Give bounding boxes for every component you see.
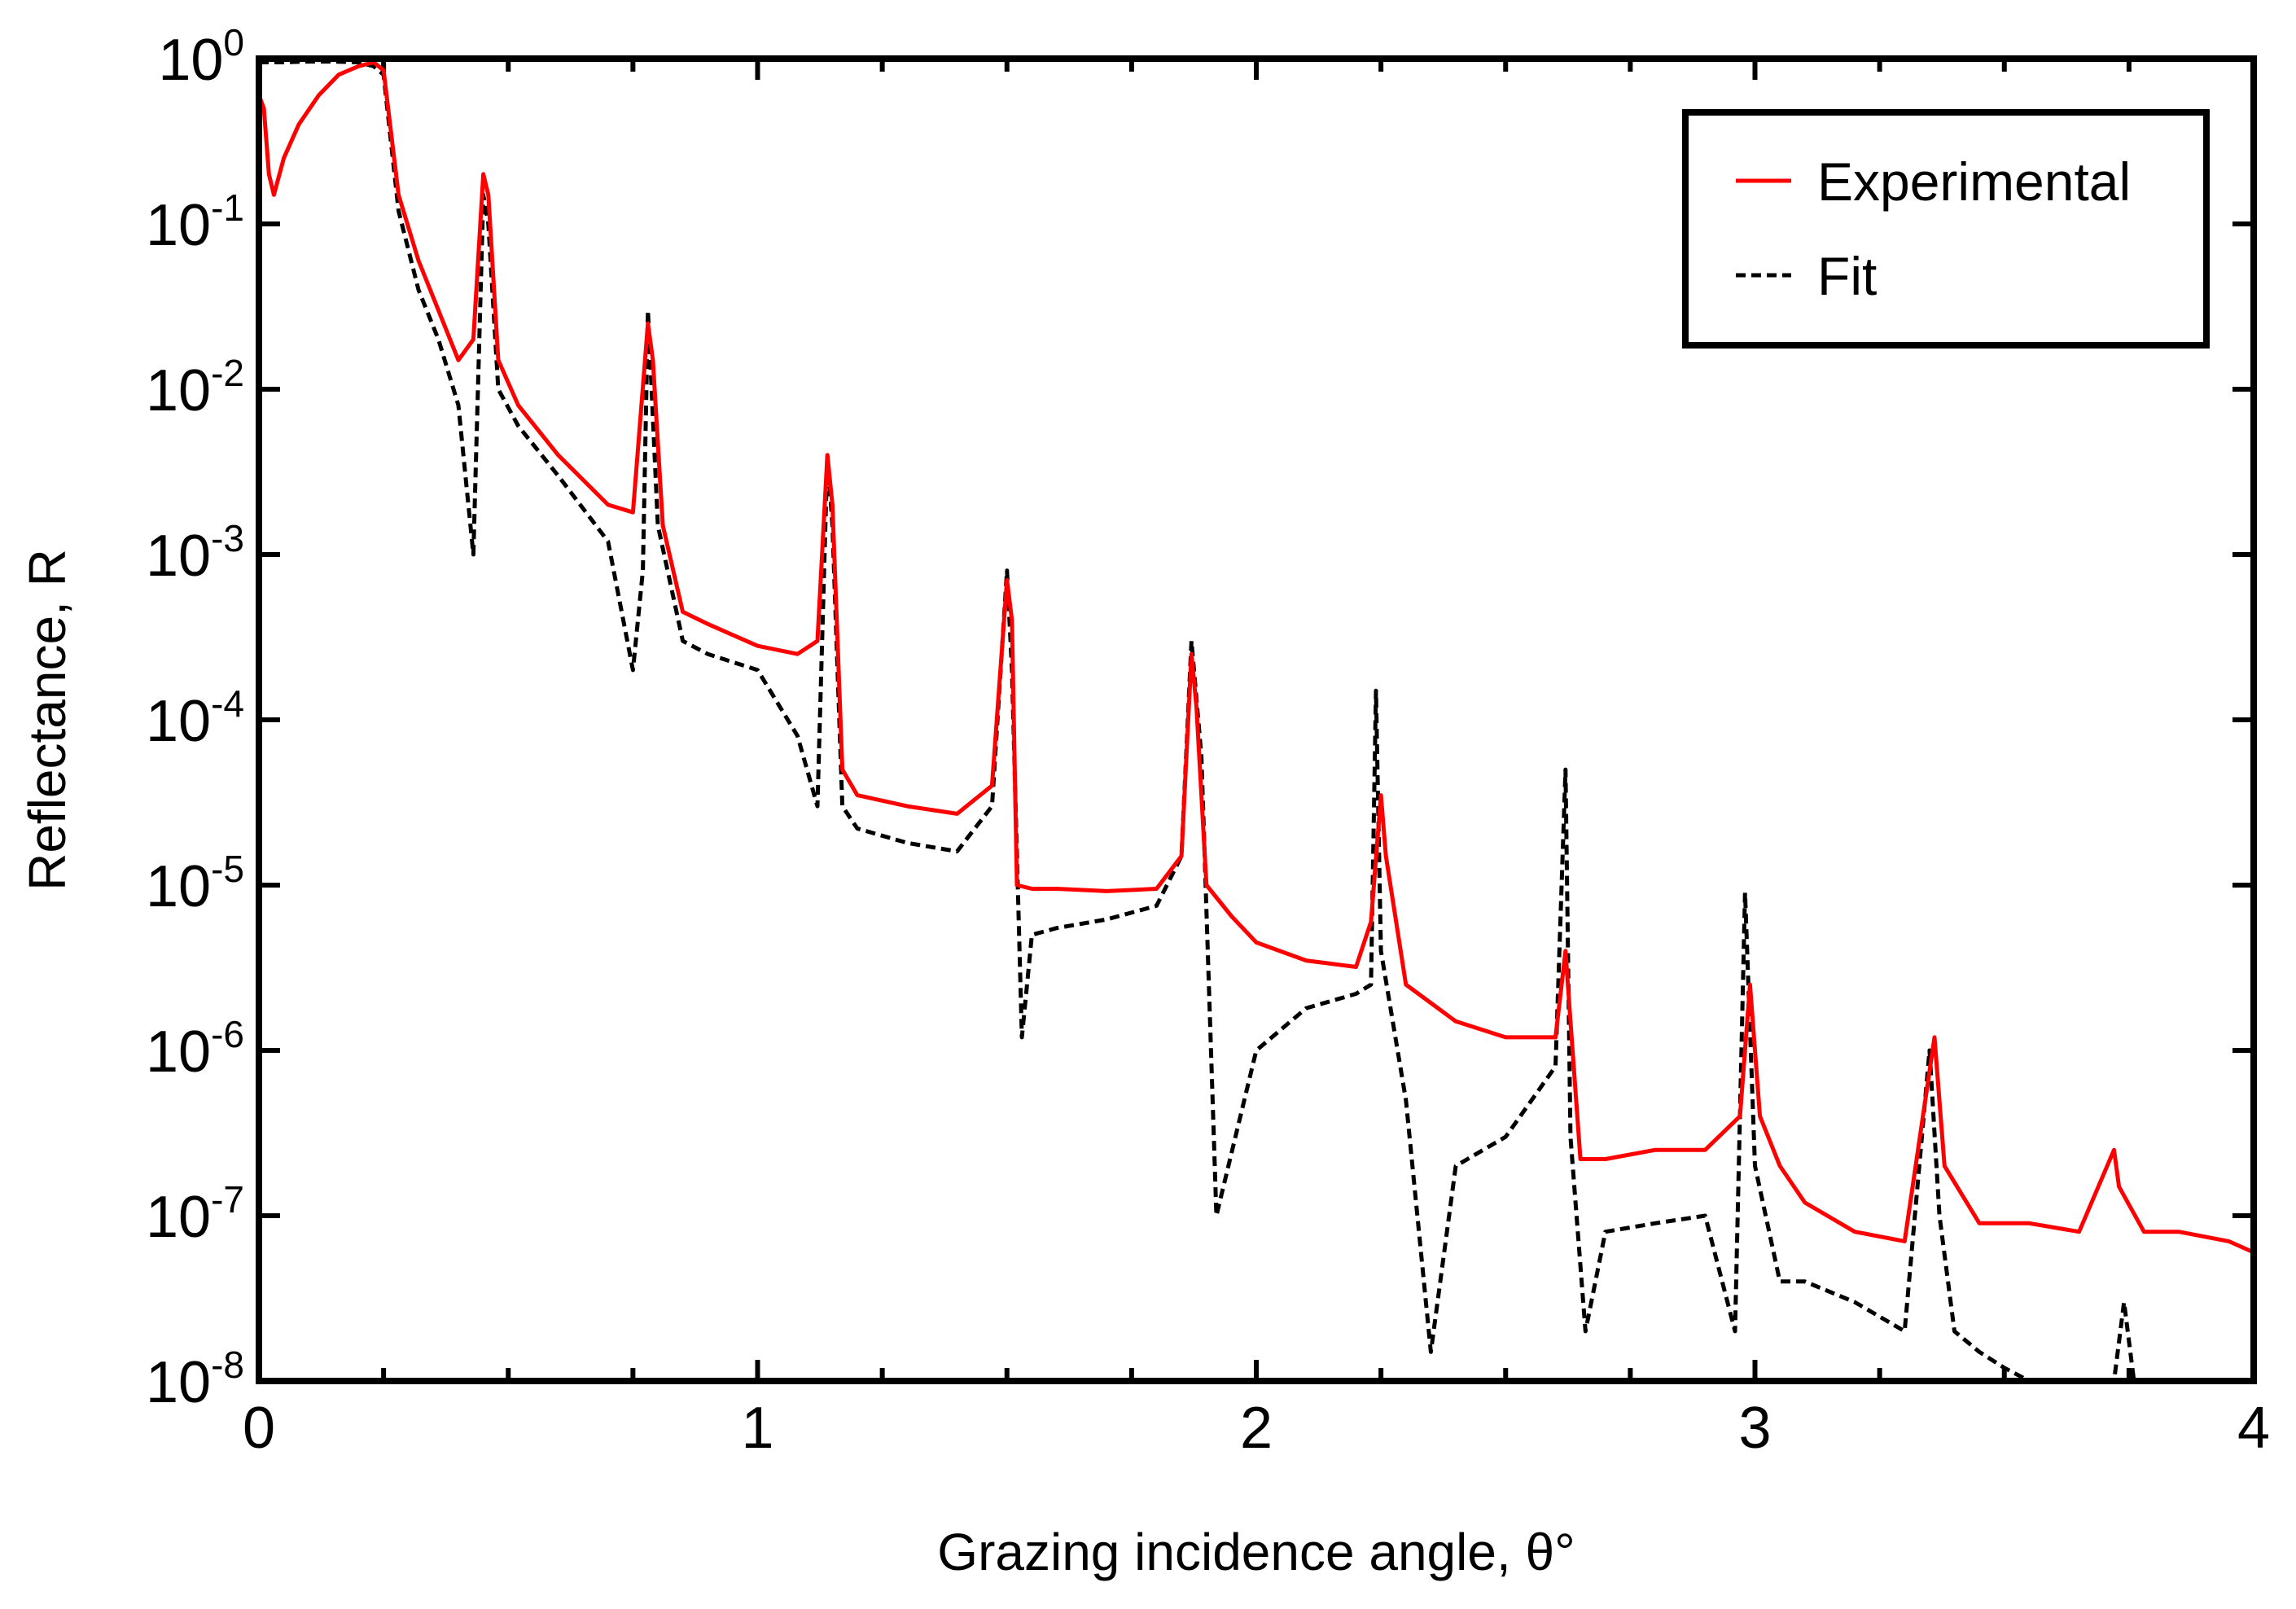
x-tick-label: 1 (741, 1396, 773, 1461)
series-layer (256, 59, 2255, 1383)
legend-fit-label: Fit (1817, 246, 1877, 306)
y-tick-label: 10-8 (146, 1344, 244, 1415)
legend-box (1682, 109, 2210, 349)
y-tick-label: 10-4 (146, 682, 244, 754)
y-tick-base: 10 (146, 1350, 211, 1415)
y-tick-base: 10 (146, 524, 211, 589)
y-tick-exponent: -5 (211, 848, 244, 890)
x-tick-label: 4 (2237, 1396, 2270, 1461)
y-tick-base: 10 (146, 1185, 211, 1250)
y-tick-exponent: -1 (211, 186, 244, 229)
y-tick-exponent: 0 (223, 21, 244, 64)
y-tick-base: 10 (146, 358, 211, 423)
y-tick-label: 10-6 (146, 1013, 244, 1085)
y-tick-label: 10-3 (146, 517, 244, 589)
plot-frame (256, 55, 2257, 1384)
y-tick-label: 10-2 (146, 352, 244, 423)
y-tick-base: 10 (158, 28, 223, 93)
y-tick-exponent: -8 (211, 1344, 244, 1386)
y-tick-exponent: -2 (211, 352, 244, 394)
y-tick-exponent: -3 (211, 517, 244, 559)
y-tick-exponent: -6 (211, 1013, 244, 1055)
series-experimental-line (256, 60, 2255, 1255)
y-tick-exponent: -4 (211, 682, 244, 725)
y-tick-exponent: -7 (211, 1178, 244, 1221)
y-tick-base: 10 (146, 689, 211, 754)
y-tick-label: 100 (158, 21, 244, 93)
y-tick-label: 10-7 (146, 1178, 244, 1250)
y-tick-label: 10-1 (146, 186, 244, 258)
x-axis-title: Grazing incidence angle, θ° (937, 1523, 1575, 1581)
y-tick-base: 10 (146, 854, 211, 919)
y-axis-title: Reflectance, R (18, 549, 77, 891)
y-tick-base: 10 (146, 193, 211, 258)
x-tick-label: 2 (1240, 1396, 1273, 1461)
y-tick-label: 10-5 (146, 848, 244, 919)
legend-experimental-label: Experimental (1817, 151, 2131, 212)
legend: Experimental Fit (1682, 109, 2210, 349)
x-tick-label: 0 (243, 1396, 275, 1461)
y-tick-base: 10 (146, 1019, 211, 1085)
x-tick-label: 3 (1738, 1396, 1771, 1461)
